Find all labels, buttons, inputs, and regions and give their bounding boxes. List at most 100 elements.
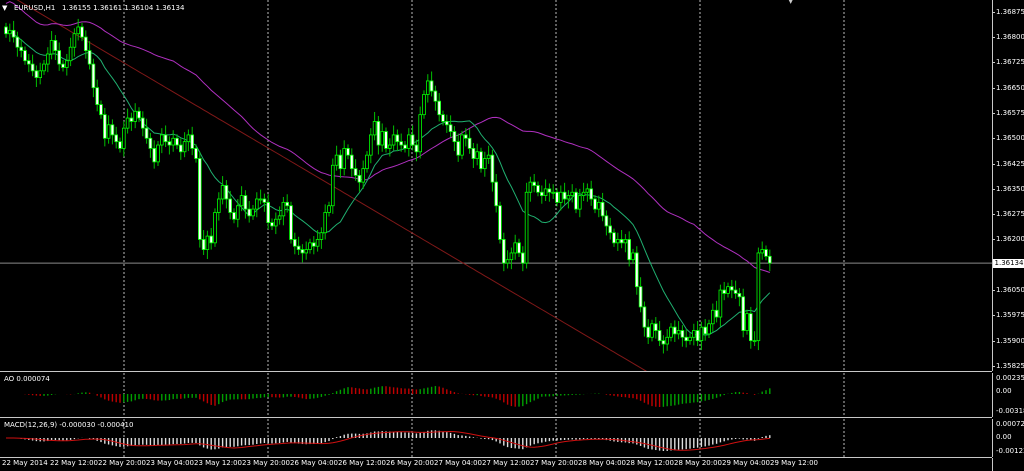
candle-bull: [258, 198, 263, 201]
candle-bear: [749, 313, 753, 342]
candle-bear: [741, 296, 745, 331]
candle-bull: [665, 336, 669, 345]
macd-label: MACD(12,26,9) -0.000030 -0.000410: [4, 421, 134, 429]
candle-bear: [494, 181, 498, 207]
price-tick-label: 1.36500: [996, 134, 1024, 143]
price-axis[interactable]: 1.36875 1.36800 1.36725 1.36650 1.36575 1.365…: [992, 0, 1024, 371]
macd-pane[interactable]: MACD(12,26,9) -0.000030 -0.000410: [0, 419, 992, 457]
candle-bull: [616, 239, 620, 244]
candle-bear: [714, 309, 719, 318]
candle-bear: [501, 239, 506, 264]
candle-bear: [695, 330, 700, 342]
candle-bear: [410, 134, 415, 146]
candle-bear: [243, 195, 248, 210]
time-tick-label: 26 May 12:00: [338, 459, 387, 467]
candle-bear: [95, 87, 100, 105]
ao-pane[interactable]: AO 0.000074: [0, 373, 992, 417]
candle-bear: [444, 121, 449, 126]
price-tick: [992, 188, 995, 190]
candle-bull: [171, 137, 176, 146]
candle-bull: [308, 242, 312, 250]
time-tick-label: 22 May 20:00: [98, 459, 147, 467]
candle-bear: [357, 174, 362, 183]
candle-bear: [285, 201, 289, 207]
main-chart-pane[interactable]: ▼ EURUSD,H1 1.36155 1.36161 1.36104 1.36…: [0, 0, 992, 371]
time-tick-label: 26 May 04:00: [290, 459, 339, 467]
candle-bear: [224, 185, 229, 200]
candle-bull: [49, 40, 54, 55]
candle-bull: [372, 121, 377, 136]
candle-bear: [627, 239, 631, 261]
candle-bull: [42, 63, 46, 72]
candle-bear: [471, 147, 476, 159]
candle-bull: [688, 336, 692, 342]
candle-bull: [38, 70, 42, 78]
candle-bull: [745, 313, 749, 331]
time-tick-label: 22 May 12:00: [50, 459, 99, 467]
candle-bear: [555, 191, 559, 203]
candle-bear: [228, 198, 233, 213]
price-tick: [992, 315, 995, 317]
candle-bear: [30, 63, 35, 72]
candle-bear: [722, 289, 726, 294]
candle-bear: [262, 198, 267, 203]
candle-bear: [292, 239, 297, 247]
candle-bull: [281, 201, 286, 217]
candle-bear: [144, 127, 149, 139]
ao-axis-zero: 0.00: [996, 387, 1012, 395]
candle-bull: [76, 26, 81, 35]
macd-signal-line: [6, 430, 770, 451]
candle-bear: [403, 144, 407, 149]
candle-bear: [87, 50, 92, 65]
candle-bear: [118, 141, 122, 149]
candle-bull: [156, 144, 160, 163]
candle-bear: [433, 90, 438, 102]
price-tick-label: 1.36875: [996, 7, 1024, 16]
macd-axis-top: 0.000727: [996, 420, 1024, 428]
candle-bull: [7, 29, 12, 35]
candle-bear: [730, 286, 734, 291]
price-tick-label: 1.36650: [996, 83, 1024, 92]
candle-bear: [103, 114, 107, 139]
candle-bear: [163, 134, 168, 143]
candle-bear: [57, 50, 61, 65]
price-tick: [992, 112, 995, 114]
price-tick: [992, 214, 995, 216]
candle-bear: [232, 212, 236, 220]
candle-bull: [551, 191, 555, 194]
macd-axis-zero: 0.00: [996, 433, 1012, 441]
candle-bull: [711, 309, 715, 325]
candle-bear: [311, 242, 316, 247]
candle-bear: [137, 110, 141, 119]
candle-bull: [254, 198, 259, 210]
time-axis[interactable]: 22 May 2014 22 May 12:00 22 May 20:00 23 Ma…: [0, 458, 992, 471]
candle-bull: [524, 191, 529, 264]
price-chart[interactable]: [0, 0, 992, 371]
candle-bull: [631, 252, 635, 261]
ao-axis[interactable]: 0.002359 0.00 -0.003184: [992, 373, 1024, 417]
current-price-box: 1.36134: [993, 258, 1024, 268]
candle-bull: [460, 134, 464, 156]
candle-bull: [133, 110, 138, 122]
candle-bull: [205, 235, 210, 250]
price-tick: [992, 290, 995, 292]
candle-bull: [692, 330, 696, 338]
candle-bear: [300, 249, 305, 254]
candle-bear: [532, 181, 536, 186]
candle-bear: [764, 249, 768, 257]
candle-bull: [323, 212, 327, 234]
candle-bear: [441, 114, 445, 122]
candle-bull: [559, 191, 563, 203]
candle-bear: [23, 50, 27, 62]
axis-corner: [992, 458, 1024, 471]
candle-bull: [368, 134, 373, 156]
candle-bear: [635, 252, 639, 288]
candle-bull: [486, 154, 491, 159]
candle-bear: [703, 326, 707, 335]
candle-bull: [387, 144, 392, 149]
candle-bear: [517, 242, 521, 254]
candle-bull: [475, 151, 479, 159]
macd-axis[interactable]: 0.000727 0.00 -0.001235: [992, 419, 1024, 457]
time-tick-label: 23 May 04:00: [146, 459, 195, 467]
price-tick-label: 1.35825: [996, 361, 1024, 370]
